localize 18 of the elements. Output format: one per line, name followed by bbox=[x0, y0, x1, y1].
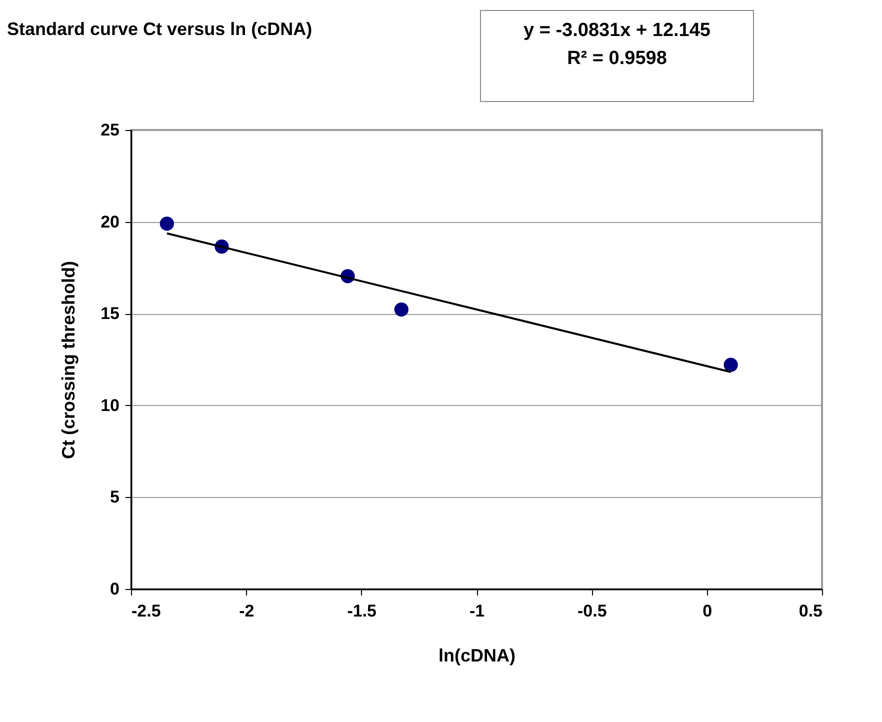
y-tick-label: 0 bbox=[110, 580, 120, 598]
y-axis-title: Ct (crossing threshold) bbox=[58, 260, 79, 460]
text: y = -3.0831x + 12.145 bbox=[522, 19, 712, 43]
x-tick-label: -1 bbox=[469, 602, 485, 620]
y-tick-label: 5 bbox=[110, 488, 120, 507]
y-tick-label: 10 bbox=[100, 396, 120, 415]
y-tick-label: 25 bbox=[100, 120, 120, 140]
text: R² = 0.9598 bbox=[566, 47, 668, 71]
chart-title: Standard curve Ct versus ln (cDNA) bbox=[7, 19, 312, 39]
x-tick-label: 0.5 bbox=[798, 602, 822, 620]
x-tick-label: -2 bbox=[239, 602, 254, 620]
x-tick-label: -0.5 bbox=[578, 602, 607, 620]
x-tick-label: -1.5 bbox=[347, 602, 376, 620]
x-tick-label: -2.5 bbox=[132, 602, 161, 620]
x-axis-title: ln(cDNA) bbox=[438, 646, 516, 666]
y-tick-label: 20 bbox=[100, 212, 120, 232]
x-tick-label: 0 bbox=[702, 602, 712, 620]
y-tick-label: 15 bbox=[100, 304, 120, 324]
